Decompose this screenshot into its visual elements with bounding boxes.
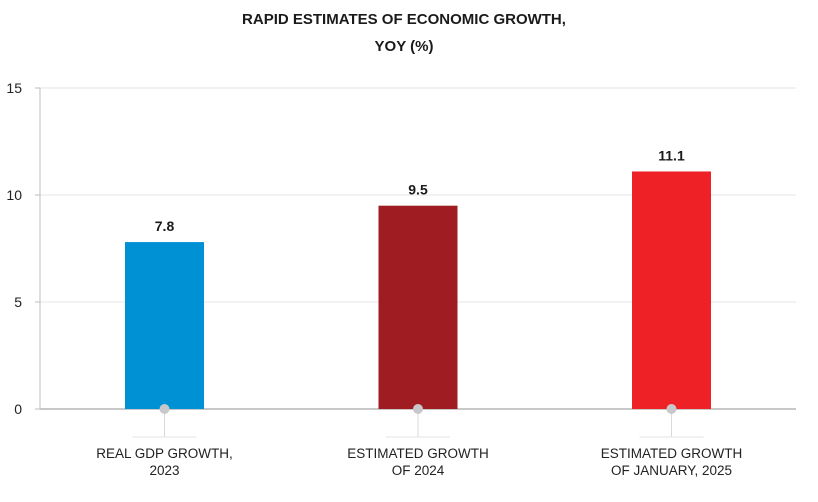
category-label-1-line-2: 2023	[149, 463, 179, 478]
y-tick-label-0: 0	[14, 401, 22, 417]
chart-title: RAPID ESTIMATES OF ECONOMIC GROWTH, YOY (…	[242, 11, 566, 55]
chart-title-line-2: YOY (%)	[375, 38, 434, 55]
category-label-2-line-2: OF 2024	[392, 463, 445, 478]
bar-1	[125, 242, 204, 409]
category-dot-1	[159, 404, 170, 414]
chart-title-line-1: RAPID ESTIMATES OF ECONOMIC GROWTH,	[242, 11, 566, 28]
value-label-1: 7.8	[155, 218, 175, 234]
category-label-1-line-1: REAL GDP GROWTH,	[96, 446, 233, 461]
value-label-3: 11.1	[658, 147, 685, 163]
category-dot-3	[666, 404, 677, 414]
category-label-3-line-1: ESTIMATED GROWTH	[601, 446, 743, 461]
bars	[125, 171, 711, 409]
y-tick-label-10: 10	[6, 187, 22, 203]
y-tick-label-15: 15	[6, 80, 22, 96]
labels: 7.8 REAL GDP GROWTH, 2023 9.5 ESTIMATED GROW…	[96, 147, 742, 478]
bar-2	[378, 205, 458, 409]
bar-3	[632, 171, 711, 409]
y-tick-label-5: 5	[14, 294, 22, 310]
category-dot-2	[413, 404, 423, 414]
category-label-2-line-1: ESTIMATED GROWTH	[347, 446, 489, 461]
category-label-3-line-2: OF JANUARY, 2025	[611, 463, 732, 478]
value-label-2: 9.5	[408, 182, 428, 198]
